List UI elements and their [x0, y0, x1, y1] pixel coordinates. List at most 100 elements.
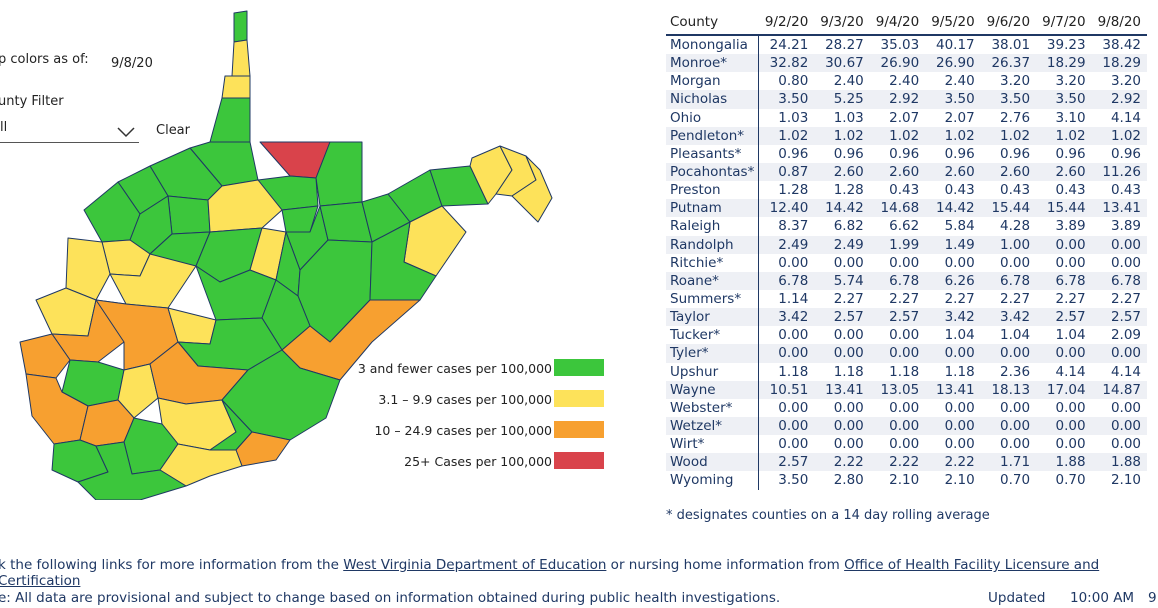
rate-cell: 3.20: [1055, 73, 1086, 90]
column-header-date[interactable]: 9/5/20: [931, 14, 975, 30]
rate-cell: 13.41: [825, 381, 864, 398]
colors-as-of-value: 9/8/20: [111, 56, 153, 71]
table-row[interactable]: Tyler* 0.00 0.00 0.00 0.00 0.00 0.00 0.00: [666, 344, 1148, 363]
column-header-date[interactable]: 9/2/20: [764, 14, 809, 30]
rate-cell: 1.18: [833, 363, 864, 380]
rate-cell: 0.00: [1000, 254, 1031, 271]
table-row[interactable]: Wayne 10.51 13.41 13.05 13.41 18.13 17.04 14.87: [666, 380, 1148, 399]
county-doddridge[interactable]: [167, 195, 211, 235]
county-cabell[interactable]: [19, 333, 71, 379]
county-name-cell: Webster*: [666, 398, 760, 417]
ohflac-link[interactable]: Office of Health Facility Licensure and …: [0, 557, 1100, 589]
clear-filter-button[interactable]: Clear: [156, 123, 190, 138]
county-name-cell: Preston: [666, 181, 760, 200]
county-name-cell: Pendleton*: [666, 126, 760, 145]
rate-cell: 15.44: [991, 200, 1031, 217]
rate-cell: 4.14: [1110, 109, 1142, 126]
column-header-county[interactable]: County: [670, 14, 719, 30]
county-marshall[interactable]: [209, 97, 251, 143]
county-jefferson[interactable]: [511, 155, 553, 223]
rate-cell: 6.78: [1000, 272, 1031, 289]
county-ohio[interactable]: [221, 75, 251, 99]
rate-cell: 1.03: [778, 109, 809, 126]
rate-cell: 10.51: [769, 381, 809, 398]
rate-cell: 1.18: [944, 363, 975, 380]
rate-cell: 1.28: [778, 182, 809, 199]
rate-cell: 38.01: [991, 37, 1031, 54]
rate-cell: 2.27: [889, 291, 920, 308]
column-header-date[interactable]: 9/6/20: [986, 14, 1031, 30]
rate-cell: 28.27: [825, 37, 864, 54]
rate-cell: 0.00: [889, 436, 920, 453]
table-row[interactable]: Nicholas 3.50 5.25 2.92 3.50 3.50 3.50 2.92: [666, 90, 1148, 109]
column-header-date[interactable]: 9/3/20: [820, 14, 864, 30]
table-row[interactable]: Pendleton* 1.02 1.02 1.02 1.02 1.02 1.02 1.02: [666, 126, 1148, 145]
county-name-cell: Wyoming: [666, 471, 760, 490]
table-row[interactable]: Upshur 1.18 1.18 1.18 1.18 2.36 4.14 4.14: [666, 362, 1147, 381]
county-filter-dropdown[interactable]: ll: [0, 117, 139, 143]
county-mercer[interactable]: [159, 443, 243, 487]
column-header-date[interactable]: 9/7/20: [1042, 14, 1086, 30]
rate-cell: 18.29: [1102, 55, 1142, 72]
column-header-date[interactable]: 9/8/20: [1097, 14, 1142, 30]
rate-cell: 0.43: [944, 182, 975, 199]
county-hancock[interactable]: [233, 10, 248, 43]
rate-cell: 0.43: [1110, 182, 1142, 199]
rate-cell: 1.88: [1110, 454, 1142, 471]
rate-cell: 0.00: [889, 327, 920, 344]
table-row[interactable]: Ritchie* 0.00 0.00 0.00 0.00 0.00 0.00 0.00: [666, 253, 1147, 272]
county-brooke[interactable]: [231, 39, 251, 77]
table-row[interactable]: Tucker* 0.00 0.00 0.00 1.04 1.04 1.04 2.09: [666, 326, 1147, 345]
legend-label: 3 and fewer cases per 100,000: [357, 361, 552, 376]
rate-cell: 1.04: [944, 327, 975, 344]
rate-cell: 1.14: [778, 291, 809, 308]
county-jackson[interactable]: [65, 237, 111, 301]
county-name-cell: Summers*: [666, 289, 760, 309]
rate-cell: 2.60: [833, 164, 864, 181]
county-mcdowell[interactable]: [77, 441, 187, 500]
table-row[interactable]: Webster* 0.00 0.00 0.00 0.00 0.00 0.00 0.00: [666, 398, 1147, 417]
table-row[interactable]: Ohio 1.03 1.03 2.07 2.07 2.76 3.10 4.14: [666, 108, 1147, 127]
wv-doe-link[interactable]: West Virginia Department of Education: [343, 557, 607, 573]
rate-cell: 1.02: [1110, 127, 1142, 144]
table-row[interactable]: Preston 1.28 1.28 0.43 0.43 0.43 0.43 0.43: [666, 181, 1147, 200]
table-row[interactable]: Taylor 3.42 2.57 2.57 3.42 3.42 2.57 2.57: [666, 308, 1148, 327]
rate-cell: 2.60: [1000, 164, 1031, 181]
rate-cell: 0.00: [778, 399, 809, 416]
table-row[interactable]: Monongalia 24.21 28.27 35.03 40.17 38.01 39.23…: [666, 35, 1147, 55]
table-row[interactable]: Monroe* 32.82 30.67 26.90 26.90 26.37 18.29 18.…: [666, 54, 1148, 73]
legend-item-green: 3 and fewer cases per 100,000: [340, 359, 610, 379]
rate-cell: 0.00: [1055, 254, 1086, 271]
county-monroe[interactable]: [235, 431, 291, 467]
rate-cell: 2.60: [944, 164, 975, 181]
table-row[interactable]: Wyoming 3.50 2.80 2.10 2.10 0.70 0.70 2.10: [666, 471, 1147, 490]
legend-swatch: [554, 452, 604, 469]
rate-cell: 0.00: [833, 436, 864, 453]
table-row[interactable]: Summers* 1.14 2.27 2.27 2.27 2.27 2.27 2.27: [666, 289, 1147, 309]
rate-cell: 1.49: [944, 236, 975, 253]
updated-label: Updated: [988, 590, 1046, 606]
rate-cell: 1.18: [889, 363, 920, 380]
table-row[interactable]: Putnam 12.40 14.42 14.68 14.42 15.44 15.44 13.4…: [666, 199, 1148, 218]
table-row[interactable]: Wetzel* 0.00 0.00 0.00 0.00 0.00 0.00 0.00: [666, 416, 1148, 436]
table-row[interactable]: Raleigh 8.37 6.82 6.62 5.84 4.28 3.89 3.89: [666, 217, 1147, 236]
rate-cell: 2.07: [944, 109, 975, 126]
rate-cell: 13.05: [880, 381, 920, 398]
table-row[interactable]: Wood 2.57 2.22 2.22 2.22 1.71 1.88 1.88: [666, 453, 1148, 472]
rate-cell: 0.00: [1055, 236, 1086, 253]
data-disclaimer: e: All data are provisional and subject …: [0, 590, 781, 606]
table-row[interactable]: Pleasants* 0.96 0.96 0.96 0.96 0.96 0.96 0.96: [666, 144, 1147, 163]
table-row[interactable]: Randolph 2.49 2.49 1.99 1.49 1.00 0.00 0.00: [666, 235, 1148, 254]
rate-cell: 2.57: [889, 309, 920, 326]
rate-cell: 2.57: [833, 309, 864, 326]
table-row[interactable]: Pocahontas* 0.87 2.60 2.60 2.60 2.60 2.60 11.26: [666, 162, 1148, 182]
table-row[interactable]: Wirt* 0.00 0.00 0.00 0.00 0.00 0.00 0.00: [666, 435, 1147, 454]
table-row[interactable]: Morgan 0.80 2.40 2.40 2.40 3.20 3.20 3.20: [666, 72, 1147, 91]
rate-cell: 0.00: [1110, 236, 1142, 253]
legend-swatch: [554, 359, 604, 376]
updated-time: 10:00 AM: [1070, 590, 1135, 606]
rate-cell: 0.96: [833, 145, 864, 162]
column-header-date[interactable]: 9/4/20: [875, 14, 920, 30]
table-row[interactable]: Roane* 6.78 5.74 6.78 6.26 6.78 6.78 6.78: [666, 271, 1148, 290]
rate-cell: 2.22: [944, 454, 975, 471]
